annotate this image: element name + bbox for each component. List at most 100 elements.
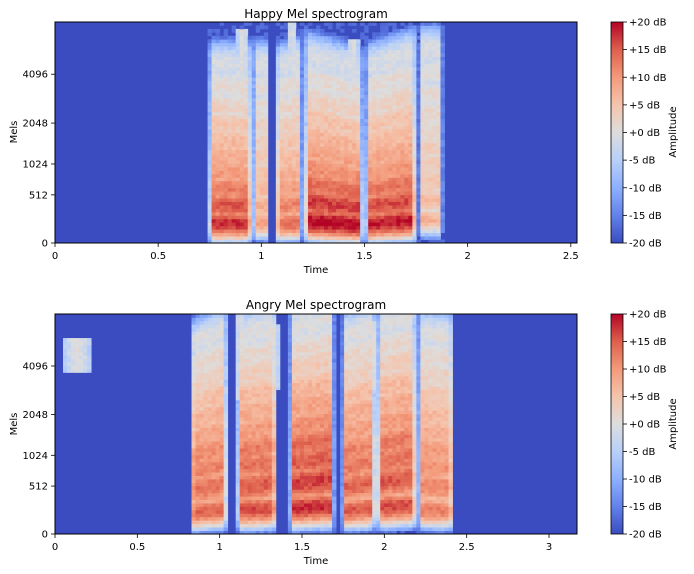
spectrogram-cell [219, 229, 225, 234]
spectrogram-cell [251, 125, 257, 130]
spectrogram-cell [428, 198, 433, 202]
spectrogram-cell [231, 229, 237, 234]
spectrogram-cell [215, 351, 221, 356]
spectrogram-cell [247, 180, 253, 185]
spectrogram-cell [255, 129, 261, 133]
spectrogram-cell [360, 84, 365, 89]
spectrogram-cell [239, 382, 245, 387]
spectrogram-cell [283, 146, 289, 151]
spectrogram-cell [247, 485, 253, 490]
spectrogram-cell [368, 218, 373, 223]
spectrogram-cell [207, 146, 212, 151]
spectrogram-cell [299, 208, 305, 213]
spectrogram-cell [223, 479, 229, 483]
spectrogram-cell [199, 472, 204, 476]
spectrogram-cell [303, 139, 309, 144]
spectrogram-cell [324, 122, 329, 126]
spectrogram-cell [263, 399, 269, 404]
spectrogram-cell [275, 327, 281, 332]
spectrogram-cell [67, 351, 72, 356]
spectrogram-cell [348, 177, 353, 182]
spectrogram-cell [368, 42, 373, 47]
spectrogram-cell [344, 132, 349, 137]
spectrogram-cell [368, 194, 373, 199]
spectrogram-cell [239, 441, 245, 446]
spectrogram-cell [291, 205, 297, 209]
spectrogram-cell [295, 170, 301, 175]
spectrogram-cell [271, 362, 277, 366]
spectrogram-cell [203, 475, 208, 480]
spectrogram-cell [79, 351, 84, 356]
spectrogram-cell [203, 424, 208, 428]
spectrogram-cell [400, 91, 405, 95]
spectrogram-cell [408, 42, 413, 47]
spectrogram-cell [344, 139, 349, 144]
spectrogram-cell [259, 215, 265, 220]
spectrogram-cell [247, 91, 253, 95]
spectrogram-cell [251, 399, 257, 404]
spectrogram-cell [384, 180, 389, 185]
spectrogram-cell [247, 430, 253, 435]
spectrogram-cell [408, 218, 413, 223]
spectrogram-cell [420, 122, 425, 126]
spectrogram-cell [320, 87, 325, 92]
spectrogram-cell [263, 42, 269, 47]
spectrogram-cell [211, 153, 217, 158]
spectrogram-cell [239, 386, 245, 391]
spectrogram-cell [287, 211, 293, 216]
spectrogram-cell [348, 198, 353, 202]
spectrogram-cell [211, 91, 217, 95]
spectrogram-cell [191, 369, 196, 373]
spectrogram-cell [303, 84, 309, 89]
spectrogram-cell [420, 205, 425, 209]
spectrogram-cell [243, 108, 249, 113]
spectrogram-cell [352, 125, 357, 130]
spectrogram-cell [336, 194, 341, 199]
spectrogram-cell [283, 208, 289, 213]
spectrogram-cell [207, 465, 212, 470]
spectrogram-cell [412, 184, 417, 189]
spectrogram-cell [396, 218, 401, 223]
spectrogram-cell [283, 101, 289, 106]
spectrogram-cell [247, 475, 253, 480]
spectrogram-cell [211, 201, 217, 206]
spectrogram-cell [247, 358, 253, 363]
spectrogram-cell [336, 84, 341, 89]
spectrogram-cell [195, 369, 200, 373]
spectrogram-cell [275, 73, 281, 78]
spectrogram-cell [211, 225, 217, 230]
spectrogram-cell [303, 77, 309, 82]
spectrogram-cell [263, 218, 269, 223]
spectrogram-cell [332, 173, 337, 178]
spectrogram-cell [223, 461, 229, 466]
spectrogram-cell [428, 125, 433, 130]
spectrogram-cell [219, 191, 225, 196]
spectrogram-cell [235, 448, 241, 452]
spectrogram-cell [295, 91, 301, 95]
spectrogram-cell [396, 115, 401, 120]
spectrogram-cell [259, 389, 265, 394]
spectrogram-cell [211, 399, 217, 404]
spectrogram-cell [360, 222, 365, 227]
spectrogram-cell [199, 406, 204, 411]
spectrogram-cell [332, 84, 337, 89]
spectrogram-cell [352, 215, 357, 220]
spectrogram-cell [243, 355, 249, 360]
spectrogram-cell [283, 232, 289, 237]
spectrogram-cell [283, 80, 289, 85]
spectrogram-cell [420, 177, 425, 182]
spectrogram-cell [348, 49, 353, 54]
spectrogram-cell [324, 80, 329, 85]
spectrogram-cell [440, 187, 445, 192]
spectrogram-cell [267, 530, 273, 535]
spectrogram-cell [223, 489, 229, 494]
spectrogram-cell [344, 77, 349, 82]
spectrogram-cell [227, 177, 233, 182]
spectrogram-cell [243, 472, 249, 476]
spectrogram-cell [356, 146, 361, 151]
spectrogram-cell [199, 393, 204, 397]
spectrogram-cell [287, 32, 293, 37]
spectrogram-cell [271, 417, 277, 421]
spectrogram-cell [251, 229, 257, 234]
spectrogram-cell [311, 111, 317, 116]
